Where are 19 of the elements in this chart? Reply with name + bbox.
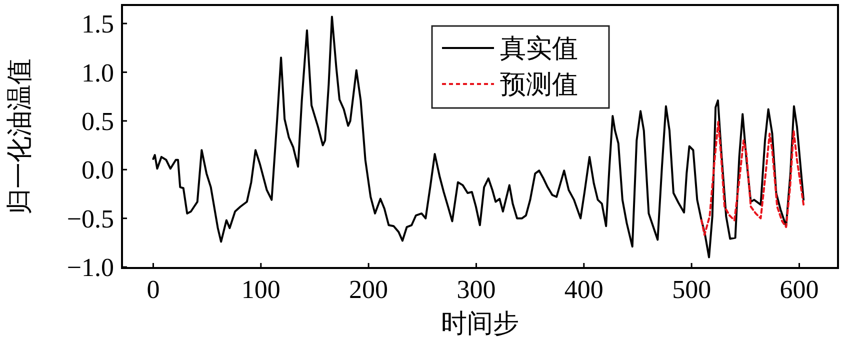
y-tick-label: 0.0 <box>82 156 114 185</box>
x-tick-label: 0 <box>146 275 160 304</box>
y-tick-label: −0.5 <box>66 204 114 234</box>
x-tick-label: 500 <box>672 275 712 304</box>
x-axis-title: 时间步 <box>441 309 519 338</box>
line-series <box>700 120 805 236</box>
y-tick-label: 1.0 <box>82 58 114 88</box>
x-tick-label: 400 <box>564 275 604 304</box>
legend-label: 预测值 <box>500 70 578 100</box>
y-tick-label: −1.0 <box>66 253 114 282</box>
x-tick-label: 100 <box>241 275 280 304</box>
x-tick-label: 200 <box>349 275 388 304</box>
x-tick-label: 300 <box>456 275 496 304</box>
y-axis-title: 归一化油温值 <box>5 58 34 214</box>
x-tick-label: 600 <box>780 275 819 304</box>
y-tick-label: 1.5 <box>82 10 114 39</box>
line-series <box>152 16 805 258</box>
legend-label: 真实值 <box>500 34 578 64</box>
y-tick-label: 0.5 <box>82 107 114 136</box>
